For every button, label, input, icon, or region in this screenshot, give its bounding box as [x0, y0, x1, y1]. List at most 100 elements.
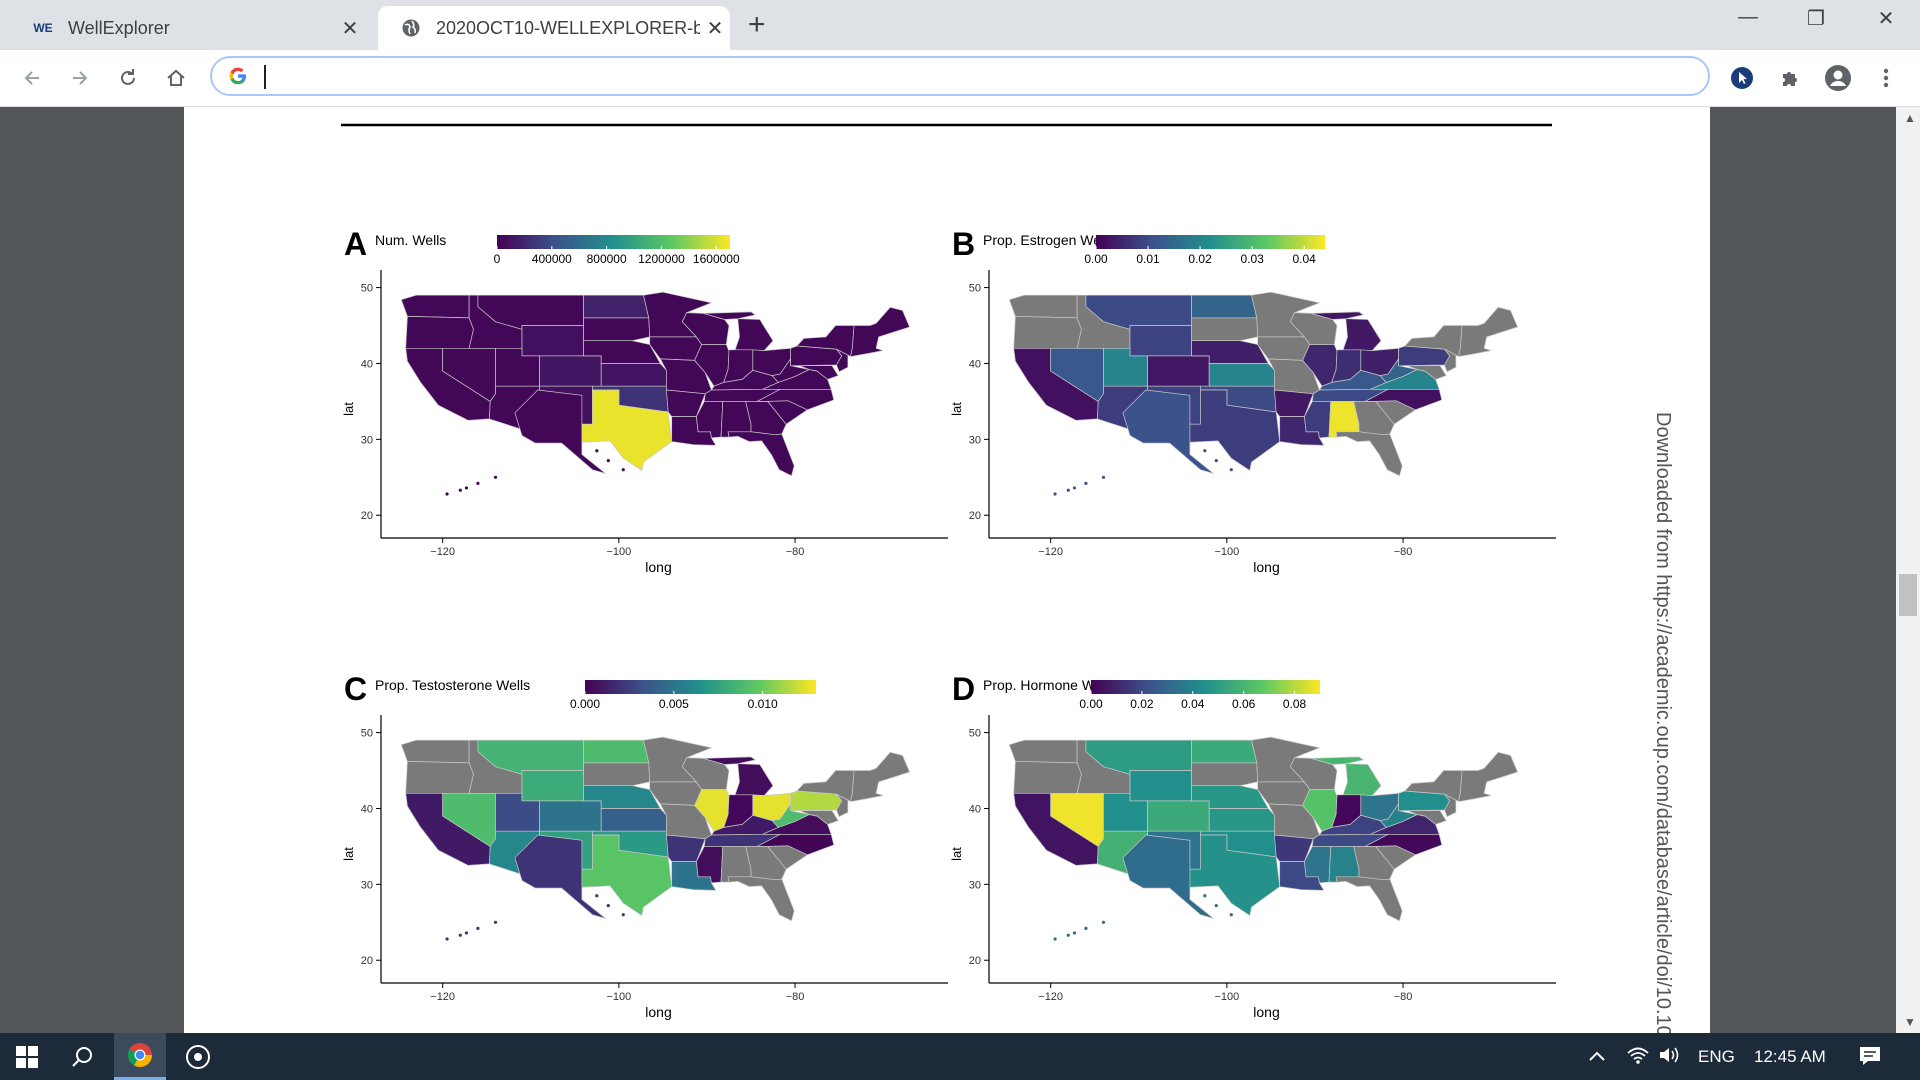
forward-button[interactable]	[64, 62, 96, 94]
island-mark	[595, 894, 599, 898]
island-mark	[1084, 481, 1088, 485]
state-sd	[1191, 762, 1259, 787]
legend-tick-label: 1600000	[693, 252, 740, 266]
puzzle-icon	[1783, 72, 1797, 86]
start-button[interactable]	[0, 1033, 54, 1080]
language-indicator[interactable]: ENG	[1698, 1047, 1735, 1066]
y-tick-label: 40	[969, 803, 981, 815]
close-window-icon[interactable]: ✕	[1877, 8, 1895, 30]
state-md	[799, 810, 839, 825]
state-fl	[1335, 431, 1403, 477]
legend-tick-label: 0.000	[570, 697, 600, 711]
minimize-icon[interactable]: —	[1738, 6, 1758, 28]
legend-colorbar	[497, 235, 730, 249]
state-ks	[1208, 808, 1275, 832]
volume-icon[interactable]	[1658, 1045, 1682, 1070]
state-ia	[1257, 781, 1311, 806]
x-tick-label: −80	[1394, 991, 1413, 1003]
home-icon	[167, 69, 185, 86]
menu-button[interactable]	[1870, 62, 1902, 94]
we-favicon-icon: WE	[33, 21, 53, 35]
state-ks	[600, 808, 667, 832]
wifi-icon[interactable]	[1626, 1045, 1650, 1070]
legend-tick-label: 0	[494, 252, 501, 266]
state-mi	[734, 763, 774, 796]
legend-tick-label: 0.03	[1240, 252, 1264, 266]
y-tick-label: 20	[969, 510, 981, 522]
state-md	[799, 365, 839, 380]
state-ks	[600, 363, 667, 387]
google-g-icon	[229, 67, 246, 85]
reload-button[interactable]	[112, 62, 144, 94]
state-nd	[583, 739, 650, 764]
back-button[interactable]	[16, 62, 48, 94]
map-panel-c: C Prop. Testosterone Wells 0.000 0.005 0.010…	[341, 671, 948, 1020]
legend-tick-label: 0.06	[1232, 697, 1256, 711]
state-mi	[1311, 311, 1365, 320]
island-mark	[1072, 486, 1077, 490]
legend-title: Prop. Testosterone Wells	[375, 677, 530, 693]
restore-icon[interactable]: ❐	[1807, 8, 1825, 30]
state-ia	[649, 781, 703, 806]
legend-title: Prop. Hormone Wells	[983, 677, 1116, 693]
y-tick-label: 20	[361, 955, 373, 967]
state-tx	[560, 389, 673, 472]
state-tx	[1168, 389, 1281, 472]
state-nd	[1191, 294, 1258, 319]
panel-letter: A	[344, 226, 367, 262]
scroll-thumb[interactable]	[1899, 574, 1917, 616]
state-wv	[1379, 357, 1419, 383]
taskbar-app[interactable]	[172, 1033, 224, 1080]
notifications-icon[interactable]	[1858, 1045, 1882, 1072]
tab-pdf-document[interactable]: 2020OCT10-WELLEXPLORER-baa ✕	[378, 6, 730, 50]
close-tab-icon[interactable]: ✕	[341, 17, 359, 40]
legend-tick-label: 0.010	[748, 697, 778, 711]
state-neng	[850, 306, 911, 358]
map-panel-d: D Prop. Hormone Wells 0.00 0.02 0.04 0.06 0.08…	[949, 671, 1556, 1020]
island-mark	[445, 492, 449, 496]
globe-icon	[398, 18, 424, 38]
new-tab-button[interactable]: +	[748, 8, 766, 41]
legend-title: Prop. Estrogen Wells	[983, 232, 1114, 248]
search-button[interactable]	[58, 1033, 106, 1080]
scroll-down-icon[interactable]: ▼	[1904, 1015, 1916, 1029]
state-sd	[583, 317, 651, 342]
page-scrollbar[interactable]: ▲ ▼	[1896, 107, 1920, 1033]
state-ms	[696, 846, 724, 884]
tab-wellexplorer[interactable]: WE WellExplorer ✕	[10, 6, 365, 50]
y-tick-label: 30	[361, 879, 373, 891]
island-mark	[1066, 488, 1070, 492]
profile-button[interactable]	[1822, 62, 1854, 94]
chevron-up-icon[interactable]	[1588, 1047, 1606, 1067]
island-mark	[1101, 475, 1106, 479]
legend-colorbar	[1096, 235, 1325, 249]
extensions-button[interactable]	[1774, 62, 1806, 94]
scroll-up-icon[interactable]: ▲	[1904, 111, 1916, 125]
island-mark	[476, 481, 480, 485]
state-fl	[1335, 876, 1403, 922]
map-panel-a: A Num. Wells 0 400000 800000 1200000 1600000 −1…	[341, 226, 948, 575]
state-or	[405, 316, 474, 349]
extension-button[interactable]	[1726, 62, 1758, 94]
y-tick-label: 50	[361, 728, 373, 740]
island-mark	[458, 933, 462, 937]
state-wa	[400, 739, 470, 764]
address-bar[interactable]	[210, 56, 1710, 96]
legend-colorbar	[1091, 680, 1320, 694]
address-input[interactable]	[262, 64, 1666, 90]
taskbar-chrome[interactable]	[114, 1033, 166, 1080]
x-tick-label: −120	[1038, 546, 1063, 558]
clock[interactable]: 12:45 AM	[1754, 1047, 1826, 1066]
island-mark	[1053, 937, 1057, 941]
state-ia	[1257, 336, 1311, 361]
island-mark	[1053, 492, 1057, 496]
x-tick-label: −100	[1214, 991, 1239, 1003]
state-ia	[649, 336, 703, 361]
y-tick-label: 40	[361, 358, 373, 370]
state-wv	[771, 802, 811, 828]
y-axis-label: lat	[341, 847, 356, 861]
close-tab-icon[interactable]: ✕	[706, 17, 724, 40]
x-tick-label: −100	[606, 991, 631, 1003]
island-mark	[1203, 894, 1207, 898]
home-button[interactable]	[160, 62, 192, 94]
